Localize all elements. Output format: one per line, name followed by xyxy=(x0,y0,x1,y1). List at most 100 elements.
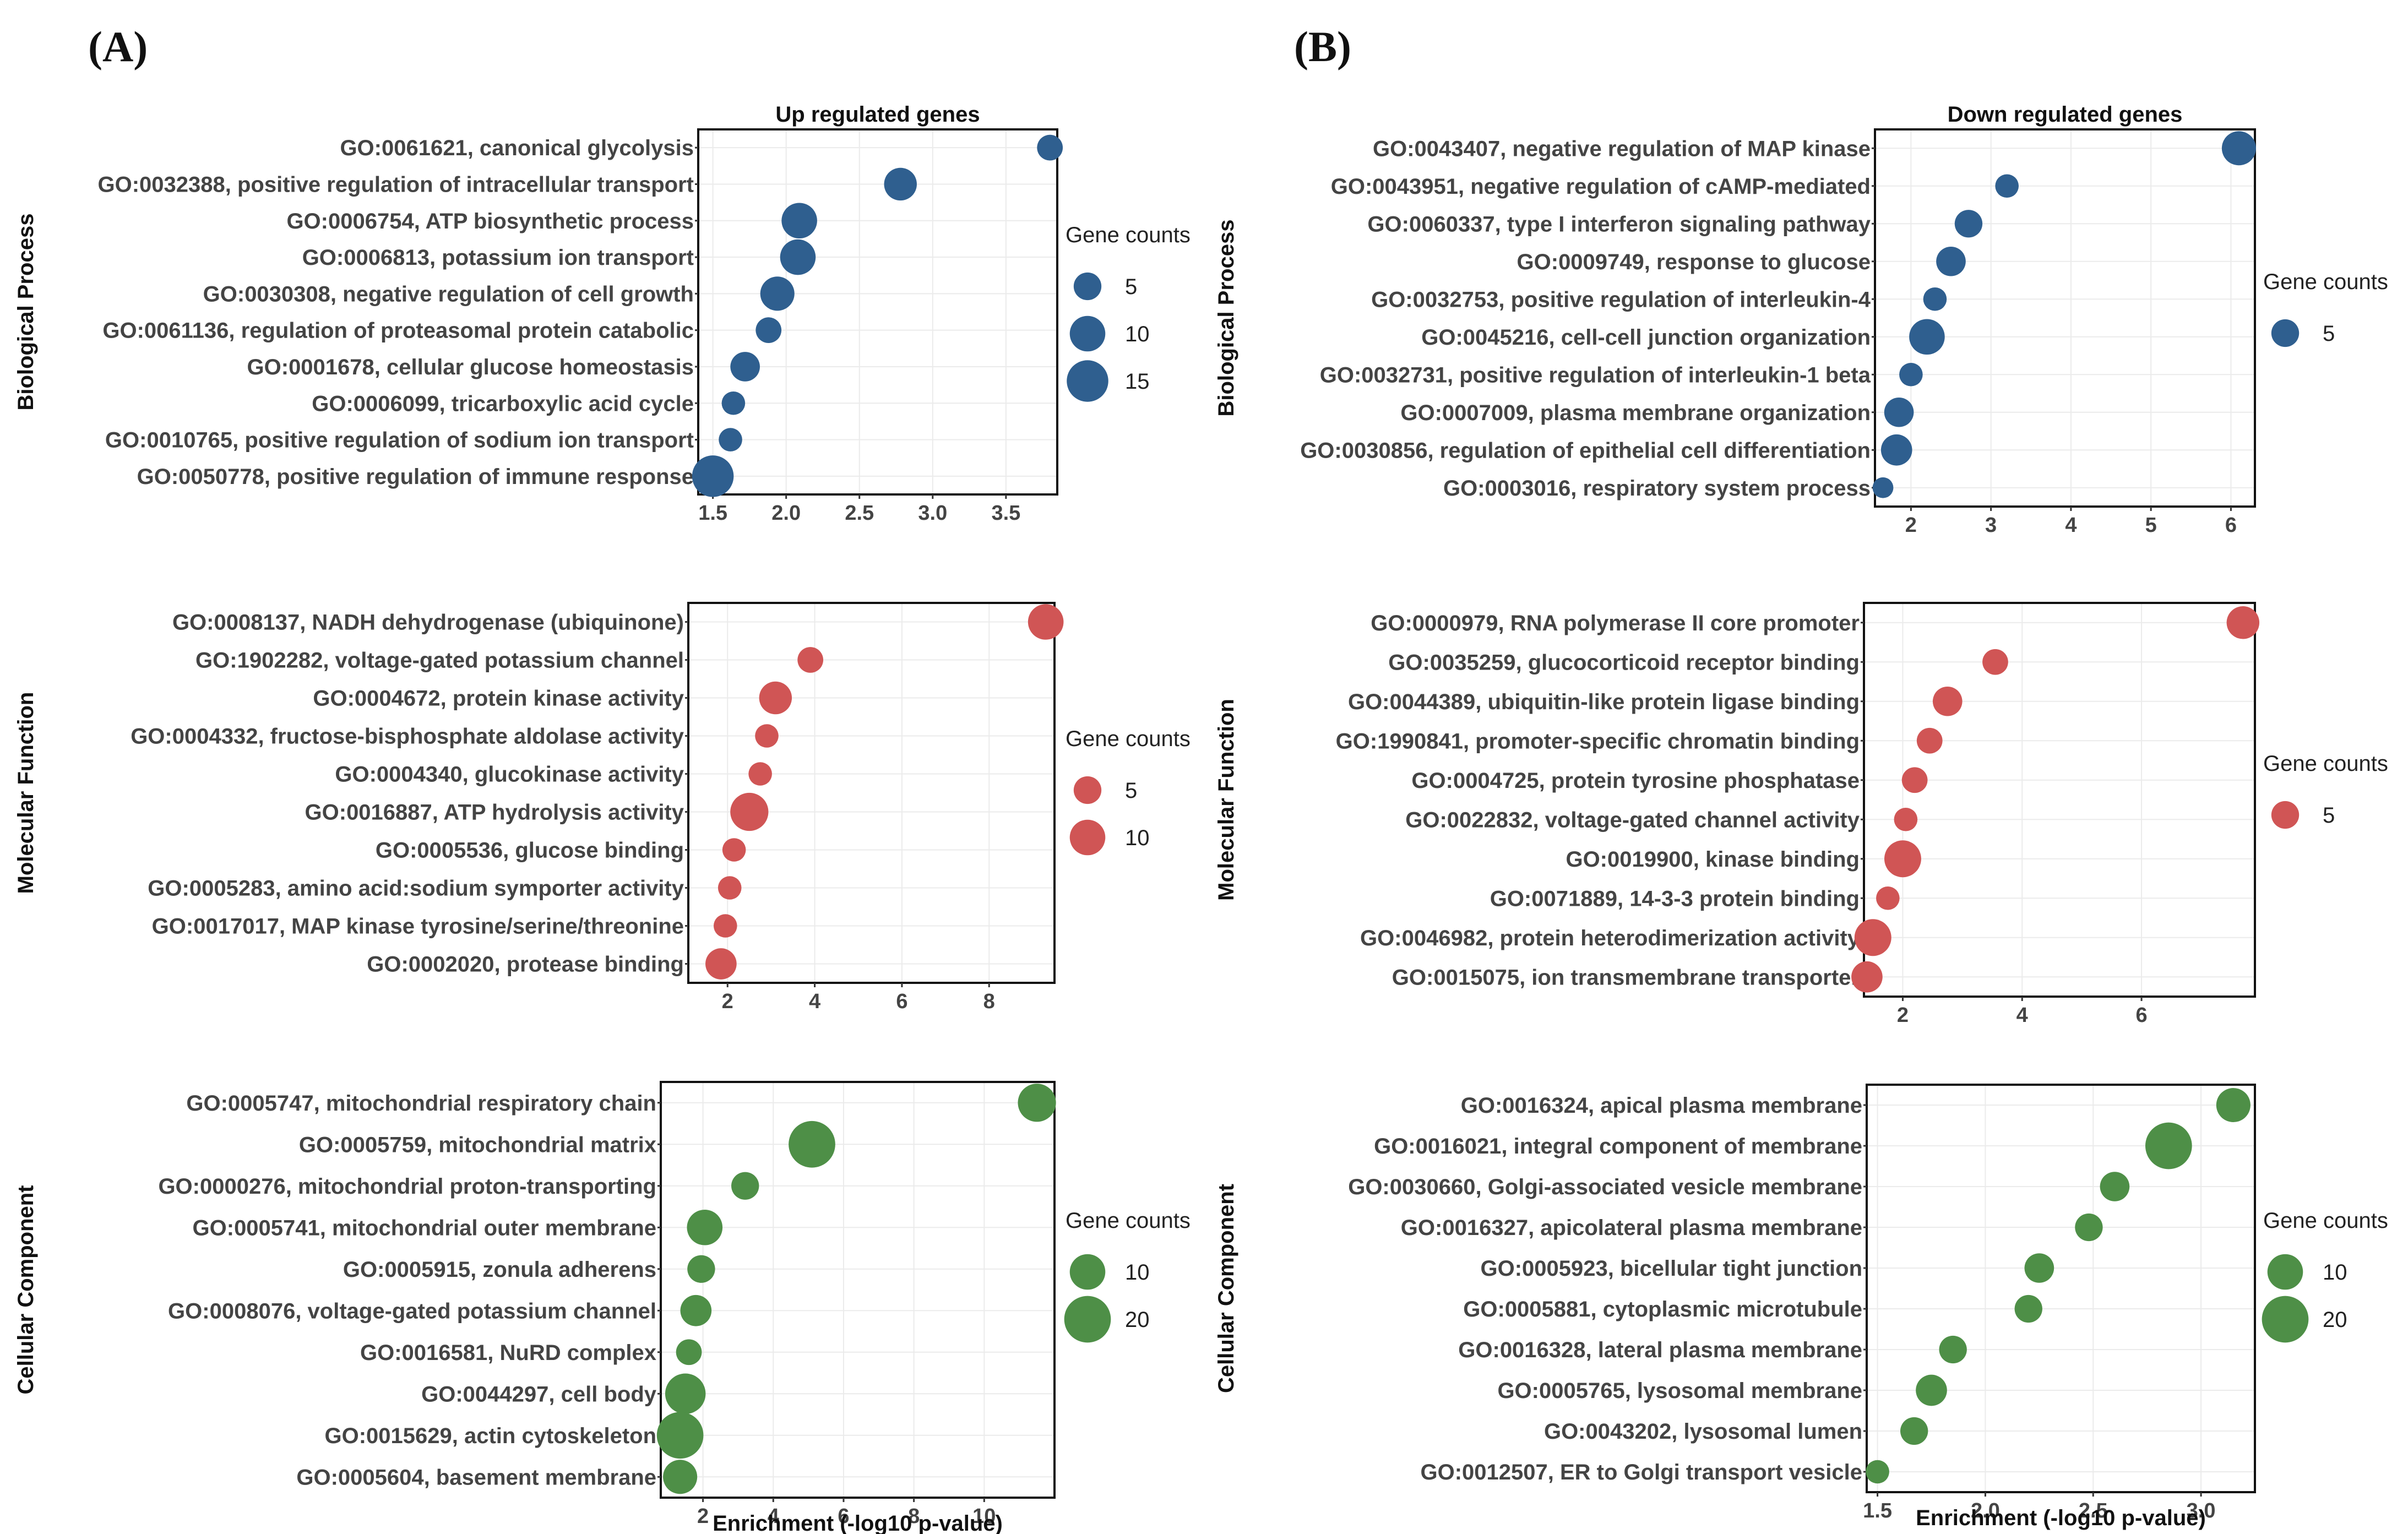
data-point xyxy=(759,681,792,715)
data-point xyxy=(676,1339,702,1366)
panel-label-b: (B) xyxy=(1294,23,1351,70)
y-tick-label: GO:0032388, positive regulation of intra… xyxy=(97,172,694,197)
data-point xyxy=(705,948,737,980)
x-tick-label: 2.5 xyxy=(2079,1499,2108,1522)
legend-value: 5 xyxy=(2323,322,2335,346)
data-point xyxy=(730,792,769,831)
data-point xyxy=(1872,477,1894,498)
data-point xyxy=(2100,1172,2130,1201)
data-point xyxy=(680,1294,712,1326)
y-tick-label: GO:0030660, Golgi-associated vesicle mem… xyxy=(1348,1175,1862,1199)
y-tick-label: GO:0010765, positive regulation of sodiu… xyxy=(105,428,694,453)
legend-value: 10 xyxy=(1125,1260,1150,1285)
y-tick-label: GO:0044389, ubiquitin-like protein ligas… xyxy=(1348,690,1860,714)
y-tick-label: GO:0006813, potassium ion transport xyxy=(302,246,694,270)
data-point xyxy=(2221,131,2256,166)
x-tick-label: 2.5 xyxy=(845,502,874,525)
data-point xyxy=(2226,606,2260,639)
y-tick-label: GO:1990841, promoter-specific chromatin … xyxy=(1336,729,1860,753)
x-tick-label: 3.0 xyxy=(918,502,947,525)
legend-swatch xyxy=(1067,360,1108,402)
y-tick-label: GO:0030308, negative regulation of cell … xyxy=(203,282,694,306)
chart-a-cc: GO:0005747, mitochondrial respiratory ch… xyxy=(14,1081,1191,1534)
data-point xyxy=(2024,1253,2054,1283)
x-axis-label: Enrichment (-log10 p-value) xyxy=(713,1511,1003,1534)
data-point xyxy=(789,1120,835,1168)
chart-b-cc: GO:0016324, apical plasma membrane GO:001… xyxy=(1214,1084,2388,1530)
x-tick-label: 3.0 xyxy=(2187,1499,2216,1522)
chart-b-bp: Down regulated genes GO:0043407, negative… xyxy=(1214,102,2388,537)
data-point xyxy=(1936,246,1966,276)
x-tick-label: 3.5 xyxy=(991,502,1020,525)
x-tick-label: 8 xyxy=(908,1505,920,1528)
x-tick-label: 6 xyxy=(838,1505,849,1528)
y-axis-label: Cellular Component xyxy=(1214,1184,1238,1393)
y-tick-label: GO:0005536, glucose binding xyxy=(376,839,684,863)
x-tick-label: 2 xyxy=(697,1505,709,1528)
legend-value: 5 xyxy=(1125,275,1137,299)
y-tick-label: GO:0003016, respiratory system process xyxy=(1443,476,1871,501)
data-point xyxy=(2075,1213,2103,1242)
y-tick-label: GO:0005923, bicellular tight junction xyxy=(1481,1256,1863,1281)
y-tick-label: GO:0060337, type I interferon signaling … xyxy=(1367,212,1871,236)
legend-value: 10 xyxy=(1125,322,1150,346)
data-point xyxy=(1037,134,1063,161)
data-point xyxy=(722,838,746,862)
x-tick-label: 6 xyxy=(896,990,907,1013)
y-tick-label: GO:0008137, NADH dehydrogenase (ubiquino… xyxy=(172,611,684,635)
x-tick-label: 2 xyxy=(1905,514,1917,537)
legend: Gene counts 5 xyxy=(2263,752,2388,829)
data-point xyxy=(755,317,782,344)
data-point xyxy=(1939,1335,1967,1364)
y-tick-label: GO:1902282, voltage-gated potassium chan… xyxy=(195,649,684,673)
data-point xyxy=(1909,319,1945,355)
data-point xyxy=(797,647,824,673)
y-tick-label: GO:0061136, regulation of proteasomal pr… xyxy=(102,319,694,343)
data-point xyxy=(687,1255,715,1283)
y-axis-label: Cellular Component xyxy=(14,1185,38,1394)
y-tick-label: GO:0045216, cell-cell junction organizat… xyxy=(1421,325,1871,350)
data-point xyxy=(1982,649,2008,675)
legend-swatch xyxy=(1069,1254,1106,1290)
legend: Gene counts 10 20 xyxy=(2262,1209,2388,1343)
legend-value: 20 xyxy=(2323,1308,2347,1332)
plot-frame xyxy=(697,128,1058,496)
chart-title: Down regulated genes xyxy=(1948,102,2183,127)
plot-frame xyxy=(687,602,1056,984)
y-axis-label: Molecular Function xyxy=(1214,699,1238,901)
x-tick-label: 6 xyxy=(2225,514,2237,537)
y-tick-label: GO:0046982, protein heterodimerization a… xyxy=(1360,926,1860,950)
legend-swatch xyxy=(1069,819,1106,856)
legend: Gene counts 5 xyxy=(2263,270,2388,347)
y-tick-label: GO:0016021, integral component of membra… xyxy=(1374,1134,1862,1158)
data-point xyxy=(1884,397,1914,427)
plot-area xyxy=(1875,129,2255,507)
data-point xyxy=(748,762,772,786)
y-tick-label: GO:0006099, tricarboxylic acid cycle xyxy=(312,391,694,416)
data-point xyxy=(721,391,746,415)
y-tick-label: GO:0000276, mitochondrial proton-transpo… xyxy=(158,1174,656,1199)
y-tick-label: GO:0019900, kinase binding xyxy=(1566,847,1860,872)
chart-b-mf: GO:0000979, RNA polymerase II core promo… xyxy=(1214,602,2388,1027)
y-tick-label: GO:0032731, positive regulation of inter… xyxy=(1320,363,1871,387)
data-point xyxy=(1916,1374,1947,1406)
data-point xyxy=(884,167,917,201)
legend: Gene counts 5 10 15 xyxy=(1066,223,1191,402)
y-tick-label: GO:0009749, response to glucose xyxy=(1517,250,1871,274)
data-point xyxy=(1923,287,1947,311)
y-tick-label: GO:0015075, ion transmembrane transporte… xyxy=(1392,965,1860,989)
plot-frame xyxy=(1863,602,2256,998)
y-tick-label: GO:0008076, voltage-gated potassium chan… xyxy=(168,1299,656,1323)
data-point xyxy=(1901,767,1928,793)
data-point xyxy=(1884,840,1921,878)
y-tick-label: GO:0015629, actin cytoskeleton xyxy=(325,1424,657,1448)
y-tick-label: GO:0001678, cellular glucose homeostasis xyxy=(247,355,694,379)
x-tick-label: 8 xyxy=(983,990,995,1013)
data-point xyxy=(781,203,817,239)
data-point xyxy=(1899,362,1923,387)
y-tick-label: GO:0071889, 14-3-3 protein binding xyxy=(1490,886,1860,911)
x-tick-label: 2.0 xyxy=(1971,1499,2000,1522)
legend: Gene counts 5 10 xyxy=(1066,727,1191,856)
data-point xyxy=(1851,961,1883,993)
